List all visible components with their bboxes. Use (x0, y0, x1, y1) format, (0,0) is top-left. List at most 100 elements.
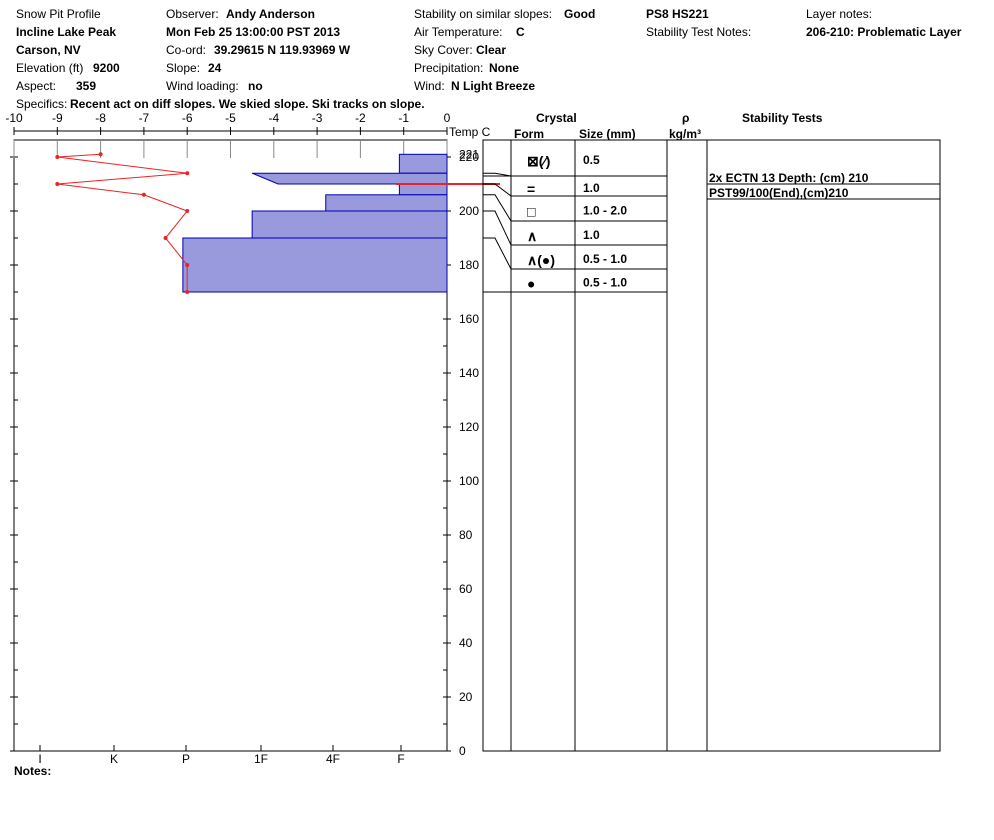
layer-table-rows: ⊠(⁄) 0.5 = 1.0 □ 1.0 - 2.0 ∧ 1.0 ∧(●) 0.5 - 1.0 ● 0… (483, 153, 667, 293)
height-tick-label: 100 (459, 474, 479, 488)
elevation-label: Elevation (ft) (16, 61, 84, 75)
layer-connector (483, 210, 512, 246)
stability-value: Good (564, 7, 596, 21)
layer-size: 0.5 (583, 153, 600, 167)
layer-table-frame (482, 139, 941, 752)
hardness-layer (325, 194, 448, 212)
layer-notes-label: Layer notes: (806, 7, 873, 21)
height-tick-label: 20 (459, 690, 473, 704)
temp-point (163, 236, 168, 240)
layer-notes-value: 206-210: Problematic Layer (806, 25, 962, 39)
hardness-layer (398, 183, 448, 196)
rho-column-header: ρ (682, 111, 690, 125)
wind-value: N Light Breeze (451, 79, 536, 93)
height-tick-label: 60 (459, 582, 473, 596)
layer-connector (483, 194, 512, 222)
aspect-label: Aspect: (16, 79, 57, 93)
height-tick-label: 160 (459, 312, 479, 326)
temp-tick-label: -6 (182, 111, 193, 125)
region: Carson, NV (16, 43, 81, 57)
observer-value: Andy Anderson (226, 7, 315, 21)
air-temp-label: Air Temperature: (414, 25, 503, 39)
specifics-label: Specifics: (16, 97, 68, 111)
slope-label: Slope: (166, 61, 201, 75)
aspect-value: 359 (76, 79, 97, 93)
stability-notes-label: Stability Test Notes: (646, 25, 752, 39)
stability-tests-header: Stability Tests (742, 111, 823, 125)
temp-point (141, 192, 146, 197)
height-tick-label: 140 (459, 366, 479, 380)
temp-point (185, 209, 190, 213)
layer-size: 1.0 (583, 181, 600, 195)
temperature-profile (55, 152, 190, 294)
coord-value: 39.29615 N 119.93969 W (214, 43, 351, 57)
height-tick-label: 0 (459, 744, 466, 758)
sky-value: Clear (476, 43, 507, 57)
height-tick-label: 220 (459, 150, 479, 164)
depth-hoar-melt-icon: ∧(●) (527, 252, 555, 268)
temp-profile-line (57, 153, 189, 292)
temp-tick-label: 0 (444, 111, 451, 125)
temp-tick-label: -9 (52, 111, 63, 125)
observation-datetime: Mon Feb 25 13:00:00 PST 2013 (166, 25, 341, 39)
hardness-tick-label: F (397, 752, 404, 766)
density-column-header: kg/m³ (669, 127, 702, 141)
height-top-label: 221 (459, 147, 479, 161)
stability-test-entry: PST99/100(End),(cm)210 (709, 186, 849, 200)
hardness-layer (182, 237, 448, 293)
temp-tick-label: -10 (5, 111, 23, 125)
precip-label: Precipitation: (414, 61, 484, 75)
temp-column-header: Temp C (449, 125, 491, 139)
height-tick-label: 120 (459, 420, 479, 434)
hardness-layer (251, 210, 448, 239)
stability-tests: 2x ECTN 13 Depth: (cm) 210PST99/100(End)… (707, 171, 940, 200)
layer-size: 1.0 - 2.0 (583, 204, 627, 218)
slope-value: 24 (208, 61, 222, 75)
temp-tick-label: -7 (139, 111, 150, 125)
pit-title: Snow Pit Profile (16, 7, 101, 21)
temp-tick-label: -4 (268, 111, 279, 125)
layer-connector (483, 172, 512, 177)
surface-hoar-icon: = (527, 181, 535, 197)
layer-connector (483, 237, 512, 270)
temp-tick-label: -1 (398, 111, 409, 125)
wind-label: Wind: (414, 79, 445, 93)
temp-tick-label: -5 (225, 111, 236, 125)
location: Incline Lake Peak (16, 25, 117, 39)
temp-point (185, 290, 190, 294)
specifics-value: Recent act on diff slopes. We skied slop… (70, 97, 425, 111)
layer-size: 1.0 (583, 228, 600, 242)
layer-size: 0.5 - 1.0 (583, 252, 627, 266)
form-column-header: Form (514, 127, 544, 141)
hardness-tick-label: K (110, 752, 118, 766)
sky-label: Sky Cover: (414, 43, 473, 57)
size-column-header: Size (mm) (579, 127, 636, 141)
hardness-layers (182, 153, 500, 293)
precip-value: None (489, 61, 519, 75)
hardness-layer (251, 172, 448, 185)
height-tick-label: 180 (459, 258, 479, 272)
temp-point (185, 263, 190, 267)
depth-hoar-icon: ∧ (527, 228, 537, 244)
hardness-tick-label: 4F (326, 752, 340, 766)
observer-label: Observer: (166, 7, 219, 21)
elevation-value: 9200 (93, 61, 120, 75)
hardness-tick-label: P (182, 752, 190, 766)
ps-label: PS8 HS221 (646, 7, 709, 21)
crystal-column-header: Crystal (536, 111, 577, 125)
wind-loading-value: no (248, 79, 263, 93)
temp-point (55, 182, 60, 186)
layer-size: 0.5 - 1.0 (583, 276, 627, 290)
temp-tick-label: -2 (355, 111, 366, 125)
temp-tick-label: -3 (312, 111, 323, 125)
faceted-rounded-icon: ⊠(⁄) (527, 153, 550, 169)
melt-form-icon: ● (527, 276, 535, 292)
temp-axis-ticks: -10 -9 -8 -7 -6 -5 -4 -3 -2 -1 0 (5, 111, 451, 135)
hardness-tick-label: I (38, 752, 41, 766)
stability-label: Stability on similar slopes: (414, 7, 553, 21)
temp-point (98, 152, 103, 157)
temp-tick-label: -8 (95, 111, 106, 125)
layer-connector (483, 183, 512, 197)
height-tick-label: 200 (459, 204, 479, 218)
